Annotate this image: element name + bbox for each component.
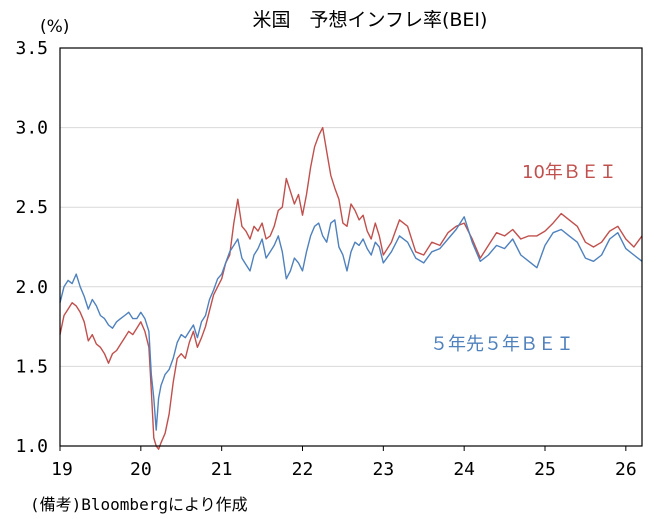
label-5y5y-bei: ５年先５年ＢＥＩ [430,334,574,355]
label-10y-bei: 10年ＢＥＩ [522,162,617,183]
gridlines [60,127,642,367]
x-tick-label: 26 [615,459,637,480]
y-tick-label: 1.5 [15,356,48,377]
x-tick-label: 21 [211,459,233,480]
plot-frame [59,47,643,447]
series-line-10y-bei [59,126,643,450]
x-tick-label: 19 [51,459,73,480]
source-note: (備考)Bloombergにより作成 [30,495,248,514]
y-tick-label: 3.5 [15,38,48,59]
x-tick-label: 22 [292,459,314,480]
y-tick-label: 3.0 [15,118,48,139]
chart-title: 米国 予想インフレ率(BEI) [253,9,488,31]
y-axis-ticks: 3.5 3.0 2.5 2.0 1.5 1.0 [15,38,48,457]
y-axis-unit: (%) [40,17,69,37]
x-tick-label: 20 [130,459,152,480]
series-line-5y5y-bei [59,216,643,431]
x-tick-label: 25 [534,459,556,480]
y-tick-label: 2.0 [15,277,48,298]
y-tick-label: 1.0 [15,436,48,457]
series-lines [59,126,643,450]
x-tick-label: 23 [372,459,394,480]
x-axis-ticks: 19 20 21 22 23 24 25 26 [51,446,637,480]
y-tick-label: 2.5 [15,197,48,218]
x-tick-label: 24 [453,459,475,480]
